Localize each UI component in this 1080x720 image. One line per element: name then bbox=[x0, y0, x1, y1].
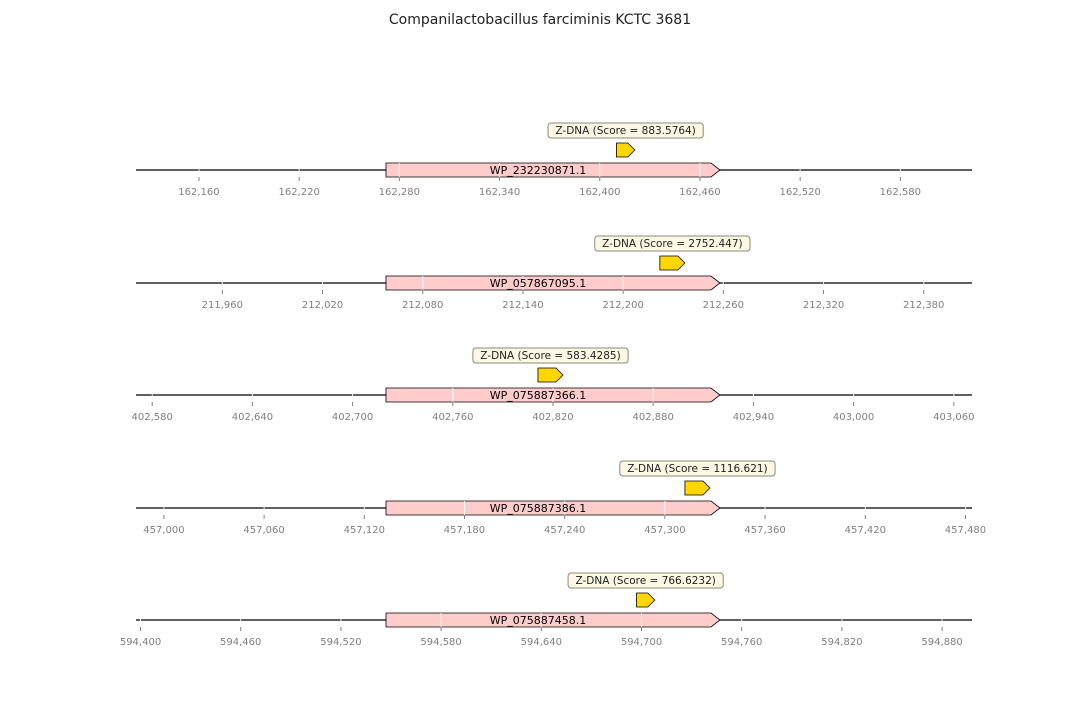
tick-label: 162,460 bbox=[679, 187, 720, 198]
tick-label: 594,640 bbox=[521, 637, 562, 648]
feature-label: Z-DNA (Score = 766.6232) bbox=[575, 575, 715, 587]
tick-label: 402,940 bbox=[733, 412, 774, 423]
gene-label: WP_075887366.1 bbox=[490, 389, 587, 402]
tick-label: 457,180 bbox=[444, 525, 485, 536]
tick-label: 402,820 bbox=[532, 412, 573, 423]
tick-label: 402,580 bbox=[132, 412, 173, 423]
tick-label: 212,380 bbox=[903, 300, 944, 311]
tick-label: 594,820 bbox=[821, 637, 862, 648]
tick-label: 162,580 bbox=[880, 187, 921, 198]
gene-arrow bbox=[385, 275, 721, 291]
tick-label: 402,700 bbox=[332, 412, 373, 423]
tick-label: 162,520 bbox=[779, 187, 820, 198]
tick-label: 162,220 bbox=[278, 187, 319, 198]
feature-label-box bbox=[472, 347, 629, 364]
gene-label: WP_075887458.1 bbox=[490, 614, 587, 627]
tick-label: 594,760 bbox=[721, 637, 762, 648]
tick-label: 402,880 bbox=[633, 412, 674, 423]
feature-label-box bbox=[547, 122, 704, 139]
gene-label: WP_057867095.1 bbox=[490, 277, 587, 290]
feature-label-box bbox=[594, 235, 751, 252]
gene-label: WP_075887386.1 bbox=[490, 502, 587, 515]
feature-label-box bbox=[619, 460, 776, 477]
tick-label: 403,000 bbox=[833, 412, 874, 423]
tick-label: 212,140 bbox=[502, 300, 543, 311]
track-5: 594,400 594,460 594,520 594,580 594,640 594,7… bbox=[120, 572, 972, 648]
tick-label: 594,460 bbox=[220, 637, 261, 648]
tick-label: 457,360 bbox=[744, 525, 785, 536]
track-4: 457,000 457,060 457,120 457,180 457,240 457,3… bbox=[136, 460, 986, 536]
tick-label: 402,760 bbox=[432, 412, 473, 423]
tick-label: 402,640 bbox=[232, 412, 273, 423]
tick-label: 403,060 bbox=[933, 412, 974, 423]
track-2: 211,960 212,020 212,080 212,140 212,200 212,2… bbox=[136, 235, 972, 311]
tick-label: 594,580 bbox=[420, 637, 461, 648]
track-3: 402,580 402,640 402,700 402,760 402,820 402,8… bbox=[132, 347, 974, 423]
zdna-feature-arrow bbox=[636, 592, 656, 608]
figure-title: Companilactobacillus farciminis KCTC 368… bbox=[388, 12, 692, 28]
tick-label: 212,200 bbox=[602, 300, 643, 311]
gene-arrow bbox=[385, 612, 721, 628]
tick-label: 594,880 bbox=[921, 637, 962, 648]
tick-label: 162,280 bbox=[379, 187, 420, 198]
tick-label: 162,400 bbox=[579, 187, 620, 198]
feature-label-box bbox=[567, 572, 724, 589]
tick-label: 457,060 bbox=[243, 525, 284, 536]
tick-label: 594,520 bbox=[320, 637, 361, 648]
feature-label: Z-DNA (Score = 583.4285) bbox=[480, 350, 620, 362]
feature-label: Z-DNA (Score = 1116.621) bbox=[627, 463, 767, 475]
tick-label: 212,320 bbox=[803, 300, 844, 311]
tick-label: 162,160 bbox=[178, 187, 219, 198]
tick-label: 212,260 bbox=[703, 300, 744, 311]
feature-label: Z-DNA (Score = 883.5764) bbox=[555, 125, 695, 137]
gene-label: WP_232230871.1 bbox=[490, 164, 587, 177]
tick-label: 594,700 bbox=[621, 637, 662, 648]
tick-label: 212,020 bbox=[302, 300, 343, 311]
tick-label: 211,960 bbox=[202, 300, 243, 311]
tick-label: 457,240 bbox=[544, 525, 585, 536]
tick-label: 594,400 bbox=[120, 637, 161, 648]
tick-label: 457,420 bbox=[845, 525, 886, 536]
feature-label: Z-DNA (Score = 2752.447) bbox=[602, 238, 742, 250]
zdna-feature-arrow bbox=[659, 255, 686, 271]
tick-label: 457,300 bbox=[644, 525, 685, 536]
tick-label: 212,080 bbox=[402, 300, 443, 311]
tick-label: 457,000 bbox=[143, 525, 184, 536]
zdna-feature-arrow bbox=[616, 142, 636, 158]
tick-label: 162,340 bbox=[479, 187, 520, 198]
gene-arrow bbox=[385, 162, 721, 178]
tick-label: 457,120 bbox=[344, 525, 385, 536]
zdna-feature-arrow bbox=[684, 480, 711, 496]
gene-arrow bbox=[385, 500, 721, 516]
track-1: 162,160 162,220 162,280 162,340 162,400 162,4… bbox=[136, 122, 972, 198]
zdna-feature-arrow bbox=[537, 367, 564, 383]
tick-label: 457,480 bbox=[945, 525, 986, 536]
